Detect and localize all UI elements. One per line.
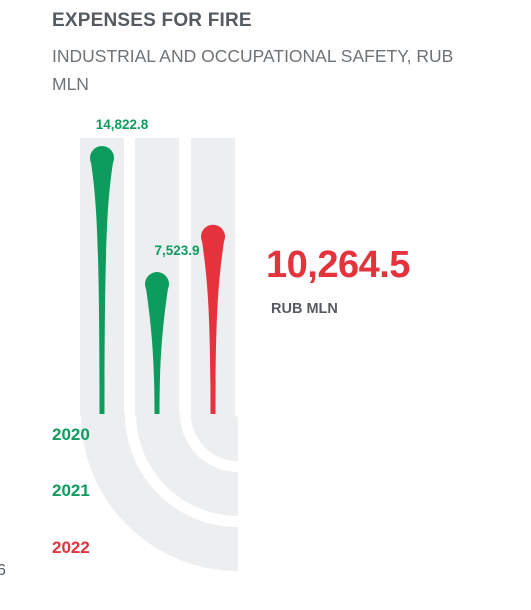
bar-stem-2022 bbox=[201, 240, 225, 414]
track-curve-2020 bbox=[81, 413, 239, 571]
bar-stem-2020 bbox=[90, 162, 114, 414]
category-label-2021: 2021 bbox=[52, 481, 90, 500]
track-curve-2022 bbox=[191, 412, 240, 461]
data-label-2021: 7,523.9 bbox=[154, 243, 199, 258]
category-label-2020: 2020 bbox=[52, 425, 90, 444]
chart-title: EXPENSES FOR FIRE bbox=[52, 10, 252, 31]
chart-subtitle: INDUSTRIAL AND OCCUPATIONAL SAFETY, RUB … bbox=[52, 46, 454, 94]
category-label-2022: 2022 bbox=[52, 538, 90, 557]
bar-head-2020 bbox=[90, 146, 114, 170]
bar-stem-2021 bbox=[145, 288, 169, 414]
page-number: 6 bbox=[0, 562, 6, 579]
highlight-unit: RUB MLN bbox=[271, 301, 338, 317]
highlight-value: 10,264.5 bbox=[266, 244, 410, 286]
bar-head-2021 bbox=[145, 272, 169, 297]
bar-head-2022 bbox=[201, 224, 225, 249]
track-curve-2021 bbox=[136, 413, 239, 516]
data-label-2020: 14,822.8 bbox=[96, 117, 149, 132]
